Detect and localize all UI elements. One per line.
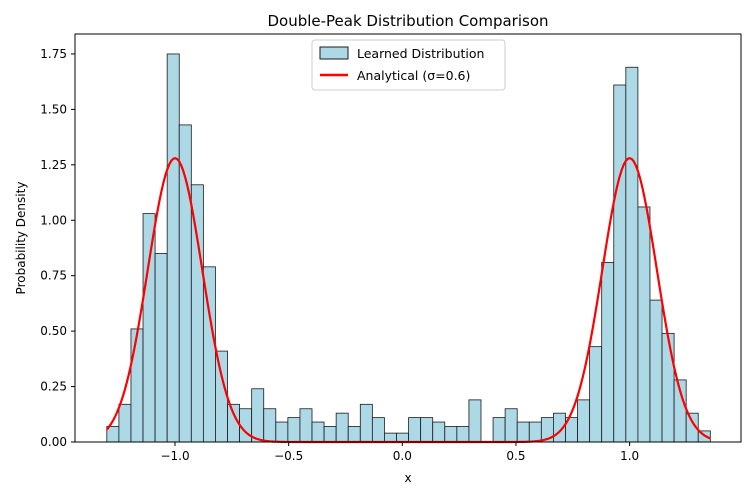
histogram-bar [396, 432, 409, 443]
legend: Learned Distribution Analytical (σ=0.6) [311, 39, 506, 91]
histogram-bar [215, 350, 228, 443]
histogram-bar [251, 388, 265, 443]
y-tick-label: 1.50 [40, 102, 67, 116]
x-tick-label: 0.0 [393, 449, 412, 463]
histogram-bar [468, 399, 482, 443]
histogram-bar [154, 253, 168, 443]
y-tick-label: 0.75 [40, 269, 67, 283]
histogram-bar [432, 421, 446, 443]
histogram-bar [601, 261, 615, 443]
y-tick-label: 0.25 [40, 380, 67, 394]
y-tick-label: 0.50 [40, 324, 67, 338]
chart-title: Double-Peak Distribution Comparison [267, 12, 548, 30]
histogram-bar [637, 206, 651, 443]
y-axis-label: Probability Density [14, 182, 28, 295]
histogram-bar [528, 421, 542, 443]
histogram-bar [287, 417, 301, 443]
histogram-bar [335, 412, 349, 443]
histogram-bar [130, 328, 144, 443]
plot-frame [74, 33, 742, 443]
histogram-bar [142, 213, 156, 443]
histogram-bar [589, 346, 603, 443]
y-tick-label: 1.00 [40, 213, 67, 227]
x-axis-ticks: −1.0 −0.5 0.0 0.5 1.0 [160, 442, 639, 463]
legend-label-learned: Learned Distribution [357, 46, 484, 61]
histogram-bar [299, 408, 313, 443]
histogram-bar [408, 417, 422, 443]
histogram-bar [190, 184, 204, 443]
y-tick-label: 0.00 [40, 435, 67, 449]
histogram-bar [118, 403, 132, 443]
histogram-bar [359, 403, 373, 443]
histogram-bar [323, 426, 337, 443]
y-tick-label: 1.25 [40, 158, 67, 172]
histogram-bar [371, 417, 385, 443]
histogram-bar [263, 408, 277, 443]
histogram-bar [504, 408, 518, 443]
histogram-bar [444, 426, 458, 443]
x-tick-label: 1.0 [620, 449, 639, 463]
x-tick-label: 0.5 [506, 449, 525, 463]
histogram-bar [456, 426, 470, 443]
histogram-bar [625, 66, 639, 443]
histogram-bar [178, 124, 192, 443]
histogram-bar [613, 84, 627, 443]
x-tick-label: −1.0 [160, 449, 189, 463]
y-axis-ticks: 0.00 0.25 0.50 0.75 1.00 1.25 1.50 1.75 [40, 47, 75, 449]
histogram-bar [347, 426, 361, 443]
histogram-bar [661, 332, 675, 443]
legend-label-analytical: Analytical (σ=0.6) [357, 68, 470, 83]
histogram-bar [311, 421, 325, 443]
histogram-bar [166, 53, 180, 443]
histogram-bar [420, 417, 434, 443]
y-tick-label: 1.75 [40, 47, 67, 61]
x-tick-label: −0.5 [274, 449, 303, 463]
histogram-bar [649, 299, 663, 443]
legend-swatch-histogram [319, 46, 349, 60]
x-axis-label: x [404, 471, 411, 485]
histogram-bar [516, 421, 530, 443]
histogram-bar [275, 421, 289, 443]
histogram-bar [492, 417, 506, 443]
histogram-bar [384, 432, 397, 443]
histogram-bar [577, 399, 591, 443]
legend-box [311, 39, 506, 91]
histogram-bar [239, 408, 253, 443]
